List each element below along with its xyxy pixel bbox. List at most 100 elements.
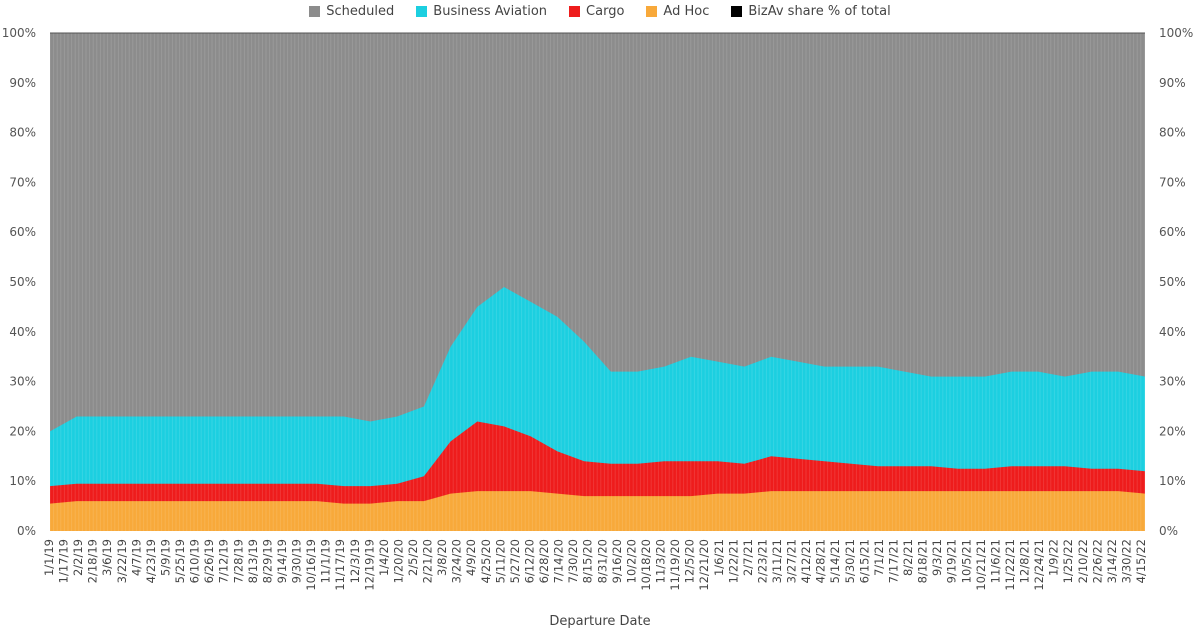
x-tick-label: 7/12/19 <box>217 539 231 583</box>
y-tick-left: 60% <box>9 225 36 239</box>
y-axis-right: 0% 10% 20% 30% 40% 50% 60% 70% 80% 90% 100% <box>1159 26 1193 538</box>
y-tick-right: 50% <box>1159 275 1186 289</box>
x-tick-label: 1/9/22 <box>1047 539 1061 576</box>
y-axis-left: 0% 10% 20% 30% 40% 50% 60% 70% 80% 90% 100% <box>2 26 36 538</box>
legend-swatch-bizav-share <box>731 5 743 17</box>
x-tick-label: 7/28/19 <box>231 539 245 583</box>
x-axis: 1/1/19 1/17/19 2/2/19 2/18/19 3/6/19 3/22/19 4… <box>42 539 1148 591</box>
x-tick-label: 5/14/21 <box>828 539 842 583</box>
legend-item-bizav-share[interactable]: BizAv share % of total <box>731 3 891 19</box>
y-tick-left: 100% <box>2 26 36 40</box>
x-tick-label: 5/11/20 <box>493 539 507 583</box>
x-tick-label: 4/23/19 <box>144 539 158 583</box>
x-tick-label: 11/1/19 <box>319 539 333 583</box>
y-tick-left: 70% <box>9 175 36 189</box>
x-tick-label: 1/6/21 <box>712 539 726 576</box>
x-tick-label: 12/3/19 <box>348 539 362 583</box>
area-ad-hoc <box>50 491 1145 531</box>
legend-swatch-scheduled <box>309 5 321 17</box>
x-tick-label: 12/24/21 <box>1032 539 1046 591</box>
legend-item-ad-hoc[interactable]: Ad Hoc <box>646 4 709 19</box>
x-tick-label: 10/16/19 <box>304 539 318 591</box>
x-tick-label: 10/18/20 <box>639 539 653 591</box>
x-tick-label: 8/15/20 <box>581 539 595 583</box>
legend-item-cargo[interactable]: Cargo <box>569 4 624 19</box>
legend-label-scheduled: Scheduled <box>326 3 395 19</box>
x-tick-label: 3/30/22 <box>1119 539 1133 583</box>
x-tick-label: 9/3/21 <box>930 539 944 576</box>
x-tick-label: 11/3/20 <box>654 539 668 583</box>
x-tick-label: 1/22/21 <box>726 539 740 583</box>
x-tick-label: 12/19/19 <box>362 539 376 591</box>
y-tick-right: 20% <box>1159 424 1186 438</box>
x-tick-label: 3/22/19 <box>115 539 129 583</box>
x-tick-label: 6/10/19 <box>188 539 202 583</box>
x-tick-label: 6/12/20 <box>523 539 537 583</box>
x-tick-label: 11/6/21 <box>988 539 1002 583</box>
legend-item-business-aviation[interactable]: Business Aviation <box>416 4 547 19</box>
x-tick-label: 10/2/20 <box>624 539 638 583</box>
y-tick-left: 0% <box>17 524 36 538</box>
x-tick-label: 3/27/21 <box>785 539 799 583</box>
y-tick-right: 40% <box>1159 325 1186 339</box>
x-tick-label: 7/14/20 <box>552 539 566 583</box>
x-tick-label: 6/15/21 <box>857 539 871 583</box>
x-tick-label: 6/26/19 <box>202 539 216 583</box>
x-tick-label: 10/21/21 <box>974 539 988 591</box>
x-tick-label: 7/17/21 <box>887 539 901 583</box>
x-tick-label: 4/9/20 <box>464 539 478 576</box>
x-tick-label: 2/26/22 <box>1090 539 1104 583</box>
x-tick-label: 2/10/22 <box>1076 539 1090 583</box>
x-tick-label: 8/13/19 <box>246 539 260 583</box>
x-tick-label: 1/20/20 <box>391 539 405 583</box>
y-tick-left: 40% <box>9 325 36 339</box>
x-tick-label: 12/21/20 <box>697 539 711 591</box>
y-tick-left: 10% <box>9 474 36 488</box>
x-tick-label: 4/28/21 <box>814 539 828 583</box>
x-tick-label: 8/2/21 <box>901 539 915 576</box>
x-tick-label: 2/23/21 <box>755 539 769 583</box>
legend-swatch-business-aviation <box>416 5 428 17</box>
y-tick-left: 90% <box>9 76 36 90</box>
x-tick-label: 2/7/21 <box>741 539 755 576</box>
y-tick-left: 80% <box>9 126 36 140</box>
x-tick-label: 5/30/21 <box>843 539 857 583</box>
x-tick-label: 3/14/22 <box>1105 539 1119 583</box>
x-tick-label: 4/12/21 <box>799 539 813 583</box>
x-tick-label: 11/19/20 <box>668 539 682 591</box>
y-tick-left: 30% <box>9 375 36 389</box>
x-tick-label: 11/17/19 <box>333 539 347 591</box>
legend-item-scheduled[interactable]: Scheduled <box>309 4 394 19</box>
x-tick-label: 3/11/21 <box>770 539 784 583</box>
legend-swatch-ad-hoc <box>646 5 658 17</box>
bar-texture <box>49 33 1145 531</box>
x-tick-label: 4/7/19 <box>129 539 143 576</box>
x-tick-label: 1/4/20 <box>377 539 391 576</box>
legend: Scheduled Business Aviation Cargo Ad Hoc… <box>0 2 1200 20</box>
x-tick-label: 11/22/21 <box>1003 539 1017 591</box>
x-tick-label: 3/24/20 <box>450 539 464 583</box>
x-tick-label: 8/31/20 <box>595 539 609 583</box>
x-tick-label: 12/5/20 <box>683 539 697 583</box>
legend-label-bizav-share: BizAv share % of total <box>748 3 891 19</box>
x-tick-label: 2/18/19 <box>86 539 100 583</box>
x-tick-label: 10/5/21 <box>959 539 973 583</box>
plot-area <box>49 32 1145 531</box>
y-tick-right: 30% <box>1159 375 1186 389</box>
x-tick-label: 9/19/21 <box>945 539 959 583</box>
x-tick-label: 7/30/20 <box>566 539 580 583</box>
legend-label-business-aviation: Business Aviation <box>433 3 548 19</box>
y-tick-right: 0% <box>1159 524 1178 538</box>
x-tick-label: 3/6/19 <box>100 539 114 576</box>
x-tick-label: 7/1/21 <box>872 539 886 576</box>
x-tick-label: 3/8/20 <box>435 539 449 576</box>
y-tick-right: 80% <box>1159 126 1186 140</box>
x-tick-label: 2/5/20 <box>406 539 420 576</box>
legend-label-ad-hoc: Ad Hoc <box>663 3 710 19</box>
legend-swatch-cargo <box>569 5 581 17</box>
x-tick-label: 8/29/19 <box>260 539 274 583</box>
x-tick-label: 1/1/19 <box>42 539 56 576</box>
x-tick-label: 5/25/19 <box>173 539 187 583</box>
x-tick-label: 2/2/19 <box>71 539 85 576</box>
